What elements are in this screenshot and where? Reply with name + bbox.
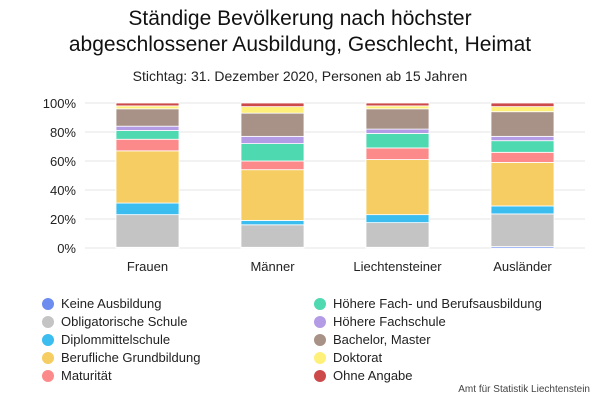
- bar-segment: [240, 224, 305, 248]
- bar-segment: [365, 105, 430, 110]
- bar-segment: [240, 143, 305, 162]
- bar-segment: [240, 135, 305, 145]
- bar-segment: [240, 169, 305, 221]
- bar-segment: [365, 147, 430, 160]
- legend-item: Doktorat: [314, 349, 582, 366]
- bar-segment: [240, 106, 305, 114]
- legend-item: Diplommittelschule: [42, 331, 314, 348]
- legend-label: Keine Ausbildung: [61, 296, 162, 311]
- bar-segment: [490, 106, 555, 113]
- bar-segment: [115, 138, 180, 152]
- legend-swatch: [42, 333, 54, 346]
- bar-segment: [365, 214, 430, 224]
- legend-label: Diplommittelschule: [61, 332, 171, 347]
- legend-label: Höhere Fachschule: [333, 314, 446, 329]
- x-tick-label: Frauen: [127, 259, 168, 274]
- chart-title: Ständige Bevölkerung nach höchster abges…: [0, 6, 600, 58]
- legend-item: Bachelor, Master: [314, 331, 582, 348]
- bar-segment: [240, 102, 305, 108]
- legend-swatch: [42, 351, 54, 364]
- legend-item: Ohne Angabe: [314, 367, 582, 384]
- chart-title-line-1: Ständige Bevölkerung nach höchster: [128, 7, 472, 30]
- legend-item: Keine Ausbildung: [42, 295, 314, 312]
- bar-segment: [490, 140, 555, 153]
- legend-swatch: [314, 369, 326, 382]
- legend-item: Obligatorische Schule: [42, 313, 314, 330]
- legend-label: Bachelor, Master: [333, 332, 431, 347]
- y-tick-label: 60%: [50, 154, 76, 169]
- bar-segment: [115, 125, 180, 131]
- y-tick-label: 100%: [43, 96, 77, 111]
- legend-swatch: [42, 297, 54, 310]
- bar-segment: [365, 159, 430, 216]
- bar-segment: [115, 102, 180, 107]
- bar-segment: [490, 151, 555, 163]
- y-tick-label: 80%: [50, 125, 76, 140]
- bar-segment: [490, 205, 555, 215]
- y-tick-label: 20%: [50, 212, 76, 227]
- legend-swatch: [42, 369, 54, 382]
- legend-label: Ohne Angabe: [333, 368, 413, 383]
- bar-segment: [490, 213, 555, 247]
- bar-segment: [240, 220, 305, 226]
- bar-segment: [365, 222, 430, 248]
- bar-segment: [490, 162, 555, 207]
- bar-segment: [115, 214, 180, 248]
- bar-segment: [115, 105, 180, 110]
- x-tick-label: Männer: [250, 259, 295, 274]
- x-tick-label: Liechtensteiner: [353, 259, 442, 274]
- bar-segment: [115, 108, 180, 127]
- legend-item: Berufliche Grundbildung: [42, 349, 314, 366]
- legend-item: Maturität: [42, 367, 314, 384]
- bar-segment: [365, 108, 430, 130]
- chart-legend: Keine Ausbildung Höhere Fach- und Berufsa…: [42, 295, 582, 384]
- legend-item: Höhere Fach- und Berufsausbildung: [314, 295, 582, 312]
- x-tick-label: Ausländer: [493, 259, 552, 274]
- bar-segment: [240, 112, 305, 137]
- legend-label: Maturität: [61, 368, 112, 383]
- stacked-bar-chart: 0% 20% 40% 60% 80% 100% Frauen Männer Liechtenst…: [43, 96, 585, 274]
- bar-segment: [490, 111, 555, 137]
- bar-segment: [115, 150, 180, 204]
- legend-label: Berufliche Grundbildung: [61, 350, 201, 365]
- legend-label: Doktorat: [333, 350, 383, 365]
- bar-segment: [240, 160, 305, 171]
- y-tick-label: 0%: [57, 241, 76, 256]
- legend-label: Obligatorische Schule: [61, 314, 188, 329]
- bar-segment: [365, 133, 430, 149]
- chart-subtitle: Stichtag: 31. Dezember 2020, Personen ab…: [132, 68, 468, 84]
- y-tick-label: 40%: [50, 183, 76, 198]
- bar-segment: [115, 202, 180, 216]
- chart-title-line-2: abgeschlossener Ausbildung, Geschlecht, …: [68, 33, 532, 56]
- legend-swatch: [314, 315, 326, 328]
- bar-segment: [490, 102, 555, 108]
- bar-segment: [365, 128, 430, 134]
- bar-segment: [115, 130, 180, 140]
- bar-segment: [490, 135, 555, 142]
- legend-label: Höhere Fach- und Berufsausbildung: [333, 296, 542, 311]
- legend-swatch: [314, 333, 326, 346]
- source-note: Amt für Statistik Liechtenstein: [458, 384, 590, 395]
- legend-item: Höhere Fachschule: [314, 313, 582, 330]
- legend-swatch: [42, 315, 54, 328]
- legend-swatch: [314, 297, 326, 310]
- bar-segment: [365, 102, 430, 107]
- legend-swatch: [314, 351, 326, 364]
